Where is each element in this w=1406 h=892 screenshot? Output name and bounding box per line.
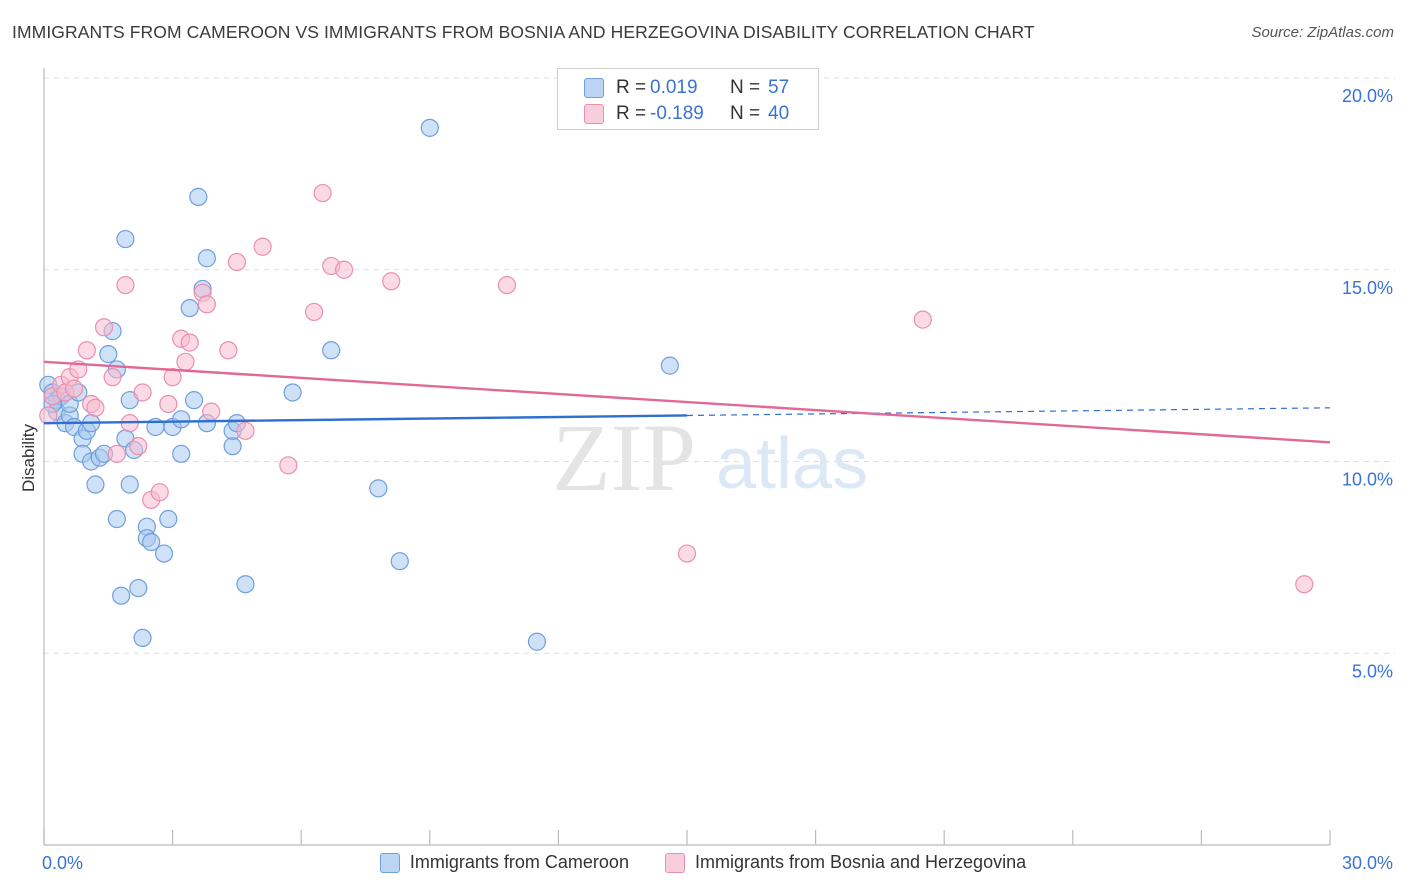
- cameroon-trend-line: [43, 414, 688, 425]
- bosnia-point: [180, 333, 199, 352]
- bosnia-point: [253, 237, 272, 256]
- bosnia-point: [313, 183, 332, 203]
- cameroon-point: [172, 410, 191, 429]
- cameroon-trend-extension: [686, 407, 1331, 417]
- bosnia-swatch: [664, 852, 685, 873]
- x-tick-label: 30.0%: [1342, 853, 1393, 873]
- r-value: -0.189: [650, 103, 704, 124]
- legend-item-cameroon[interactable]: Immigrants from Cameroon: [379, 852, 629, 873]
- bosnia-point: [304, 302, 324, 322]
- bosnia-point: [39, 406, 58, 425]
- cameroon-point: [322, 341, 341, 360]
- bosnia-point: [236, 421, 255, 440]
- bosnia-point: [133, 383, 152, 402]
- cameroon-point: [369, 479, 388, 498]
- n-value: 40: [768, 103, 790, 124]
- cameroon-point: [223, 437, 242, 456]
- bosnia-point: [497, 275, 517, 295]
- r-label: R =: [616, 77, 647, 98]
- bosnia-point: [64, 379, 84, 398]
- bosnia-point: [86, 398, 105, 417]
- bosnia-point: [77, 341, 96, 360]
- bosnia-point: [94, 318, 114, 337]
- bosnia-trend-line: [43, 360, 1331, 444]
- cameroon-point: [420, 118, 439, 137]
- watermark-atlas: atlas: [716, 424, 868, 504]
- bosnia-point: [1295, 575, 1314, 594]
- bosnia-point: [219, 341, 238, 360]
- bosnia-point: [334, 260, 354, 279]
- bosnia-point: [202, 402, 221, 421]
- cameroon-point: [133, 628, 152, 648]
- bosnia-point: [159, 394, 178, 414]
- watermark-zip: ZIP: [552, 404, 696, 511]
- cameroon-point: [390, 552, 409, 571]
- n-label: N =: [730, 103, 761, 124]
- cameroon-point: [197, 249, 216, 268]
- n-value: 57: [768, 77, 790, 98]
- r-label: R =: [616, 103, 647, 124]
- cameroon-point: [154, 544, 174, 563]
- cameroon-swatch: [584, 78, 604, 98]
- cameroon-swatch: [379, 852, 400, 873]
- bosnia-point: [197, 295, 216, 314]
- cameroon-point: [86, 475, 105, 494]
- cameroon-point: [184, 391, 204, 410]
- bosnia-point: [116, 275, 135, 295]
- cameroon-point: [180, 299, 199, 318]
- bosnia-point: [382, 272, 401, 291]
- n-label: N =: [730, 77, 761, 98]
- bosnia-point: [129, 437, 148, 456]
- y-tick-label: 5.0%: [1352, 661, 1393, 681]
- cameroon-point: [283, 383, 302, 402]
- cameroon-point: [107, 509, 126, 529]
- bosnia-point: [176, 352, 195, 371]
- bosnia-point: [677, 544, 697, 563]
- y-tick-label: 15.0%: [1342, 278, 1393, 298]
- cameroon-point: [112, 586, 131, 605]
- bosnia-swatch: [584, 104, 604, 124]
- series-legend: Immigrants from Cameroon Immigrants from…: [0, 852, 1406, 873]
- chart-title: IMMIGRANTS FROM CAMEROON VS IMMIGRANTS F…: [12, 22, 1035, 42]
- y-tick-label: 20.0%: [1342, 86, 1393, 106]
- cameroon-point: [172, 444, 191, 463]
- cameroon-point: [120, 475, 139, 494]
- bosnia-point: [227, 252, 246, 272]
- cameroon-point: [236, 575, 255, 594]
- source-label: Source: ZipAtlas.com: [1251, 24, 1394, 41]
- bosnia-point: [107, 444, 126, 463]
- y-tick-label: 10.0%: [1342, 470, 1393, 490]
- legend-label-bosnia: Immigrants from Bosnia and Herzegovina: [694, 852, 1027, 872]
- r-value: 0.019: [650, 77, 698, 98]
- cameroon-point: [527, 632, 547, 651]
- stats-legend: R = 0.019 N = 57 R = -0.189 N = 40: [557, 68, 819, 130]
- y-axis-label: Disability: [19, 423, 38, 493]
- bosnia-point: [913, 310, 932, 329]
- bosnia-point: [103, 368, 122, 387]
- bosnia-point: [163, 368, 182, 387]
- bosnia-point: [150, 483, 169, 502]
- cameroon-point: [142, 532, 161, 552]
- legend-label-cameroon: Immigrants from Cameroon: [409, 852, 629, 872]
- bosnia-point: [279, 456, 298, 475]
- cameroon-point: [159, 509, 178, 529]
- cameroon-point: [189, 187, 208, 206]
- cameroon-point: [116, 229, 135, 249]
- cameroon-point: [99, 345, 118, 364]
- legend-item-bosnia[interactable]: Immigrants from Bosnia and Herzegovina: [664, 852, 1027, 873]
- cameroon-point: [660, 356, 679, 375]
- cameroon-point: [129, 578, 148, 598]
- x-tick-label: 0.0%: [42, 853, 83, 873]
